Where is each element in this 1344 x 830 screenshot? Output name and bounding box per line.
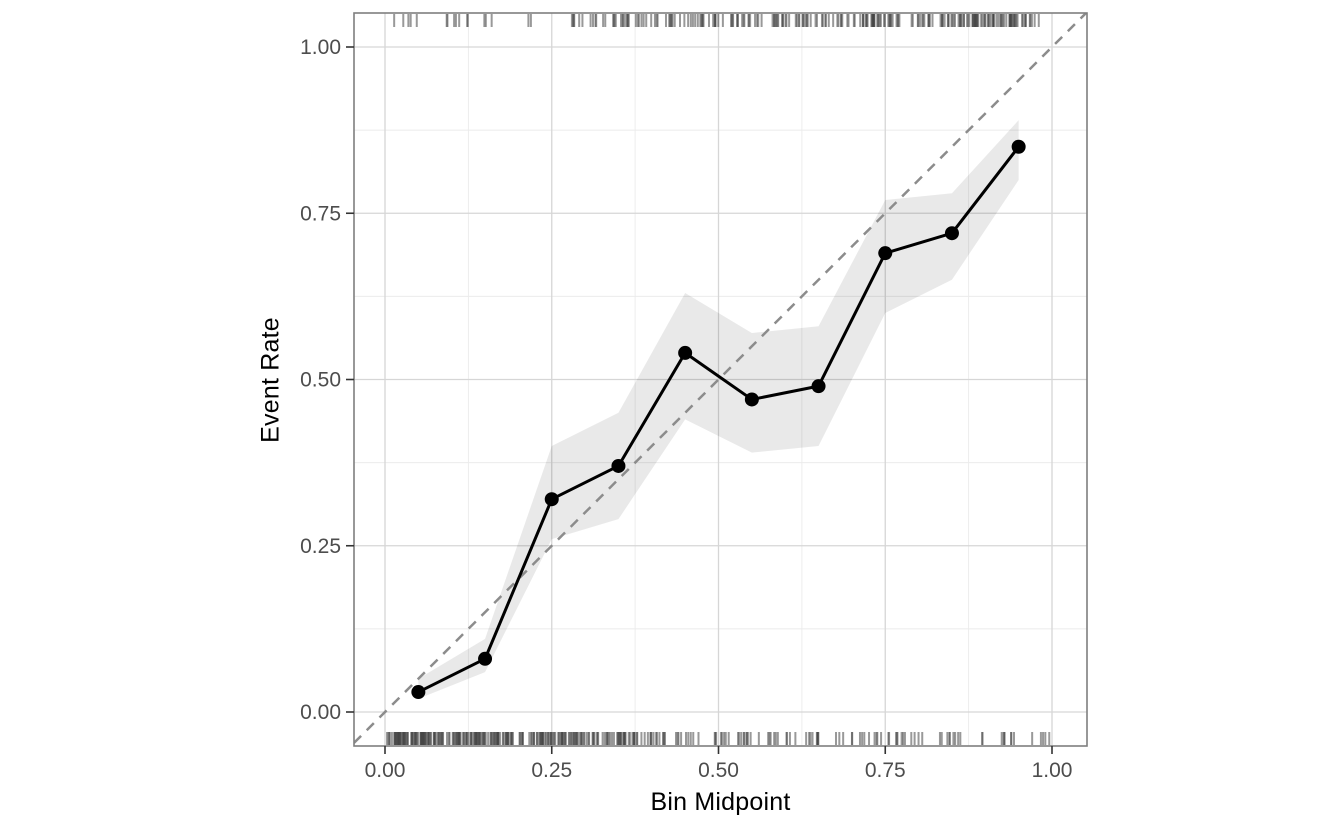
data-point bbox=[944, 226, 959, 241]
x-tick-label: 0.25 bbox=[531, 759, 572, 782]
y-tick-label: 0.75 bbox=[300, 202, 341, 225]
y-axis-title: Event Rate bbox=[256, 317, 285, 443]
x-axis-title: Bin Midpoint bbox=[650, 788, 791, 816]
data-point bbox=[1011, 139, 1026, 154]
y-tick-label: 1.00 bbox=[300, 36, 341, 59]
data-point bbox=[611, 458, 626, 473]
confidence-ribbon bbox=[418, 120, 1019, 699]
y-tick-label: 0.00 bbox=[300, 701, 341, 724]
calibration-line bbox=[417, 145, 1020, 694]
data-point bbox=[878, 246, 893, 261]
x-tick-label: 0.00 bbox=[365, 759, 406, 782]
data-point bbox=[544, 492, 559, 507]
x-tick-label: 1.00 bbox=[1032, 759, 1073, 782]
data-point bbox=[478, 651, 493, 666]
data-point bbox=[744, 392, 759, 407]
data-point bbox=[678, 345, 693, 360]
y-tick-label: 0.50 bbox=[300, 369, 341, 392]
y-tick-label: 0.25 bbox=[300, 535, 341, 558]
data-point bbox=[411, 685, 426, 700]
data-point bbox=[811, 379, 826, 394]
x-tick-label: 0.50 bbox=[698, 759, 739, 782]
x-tick-label: 0.75 bbox=[865, 759, 906, 782]
